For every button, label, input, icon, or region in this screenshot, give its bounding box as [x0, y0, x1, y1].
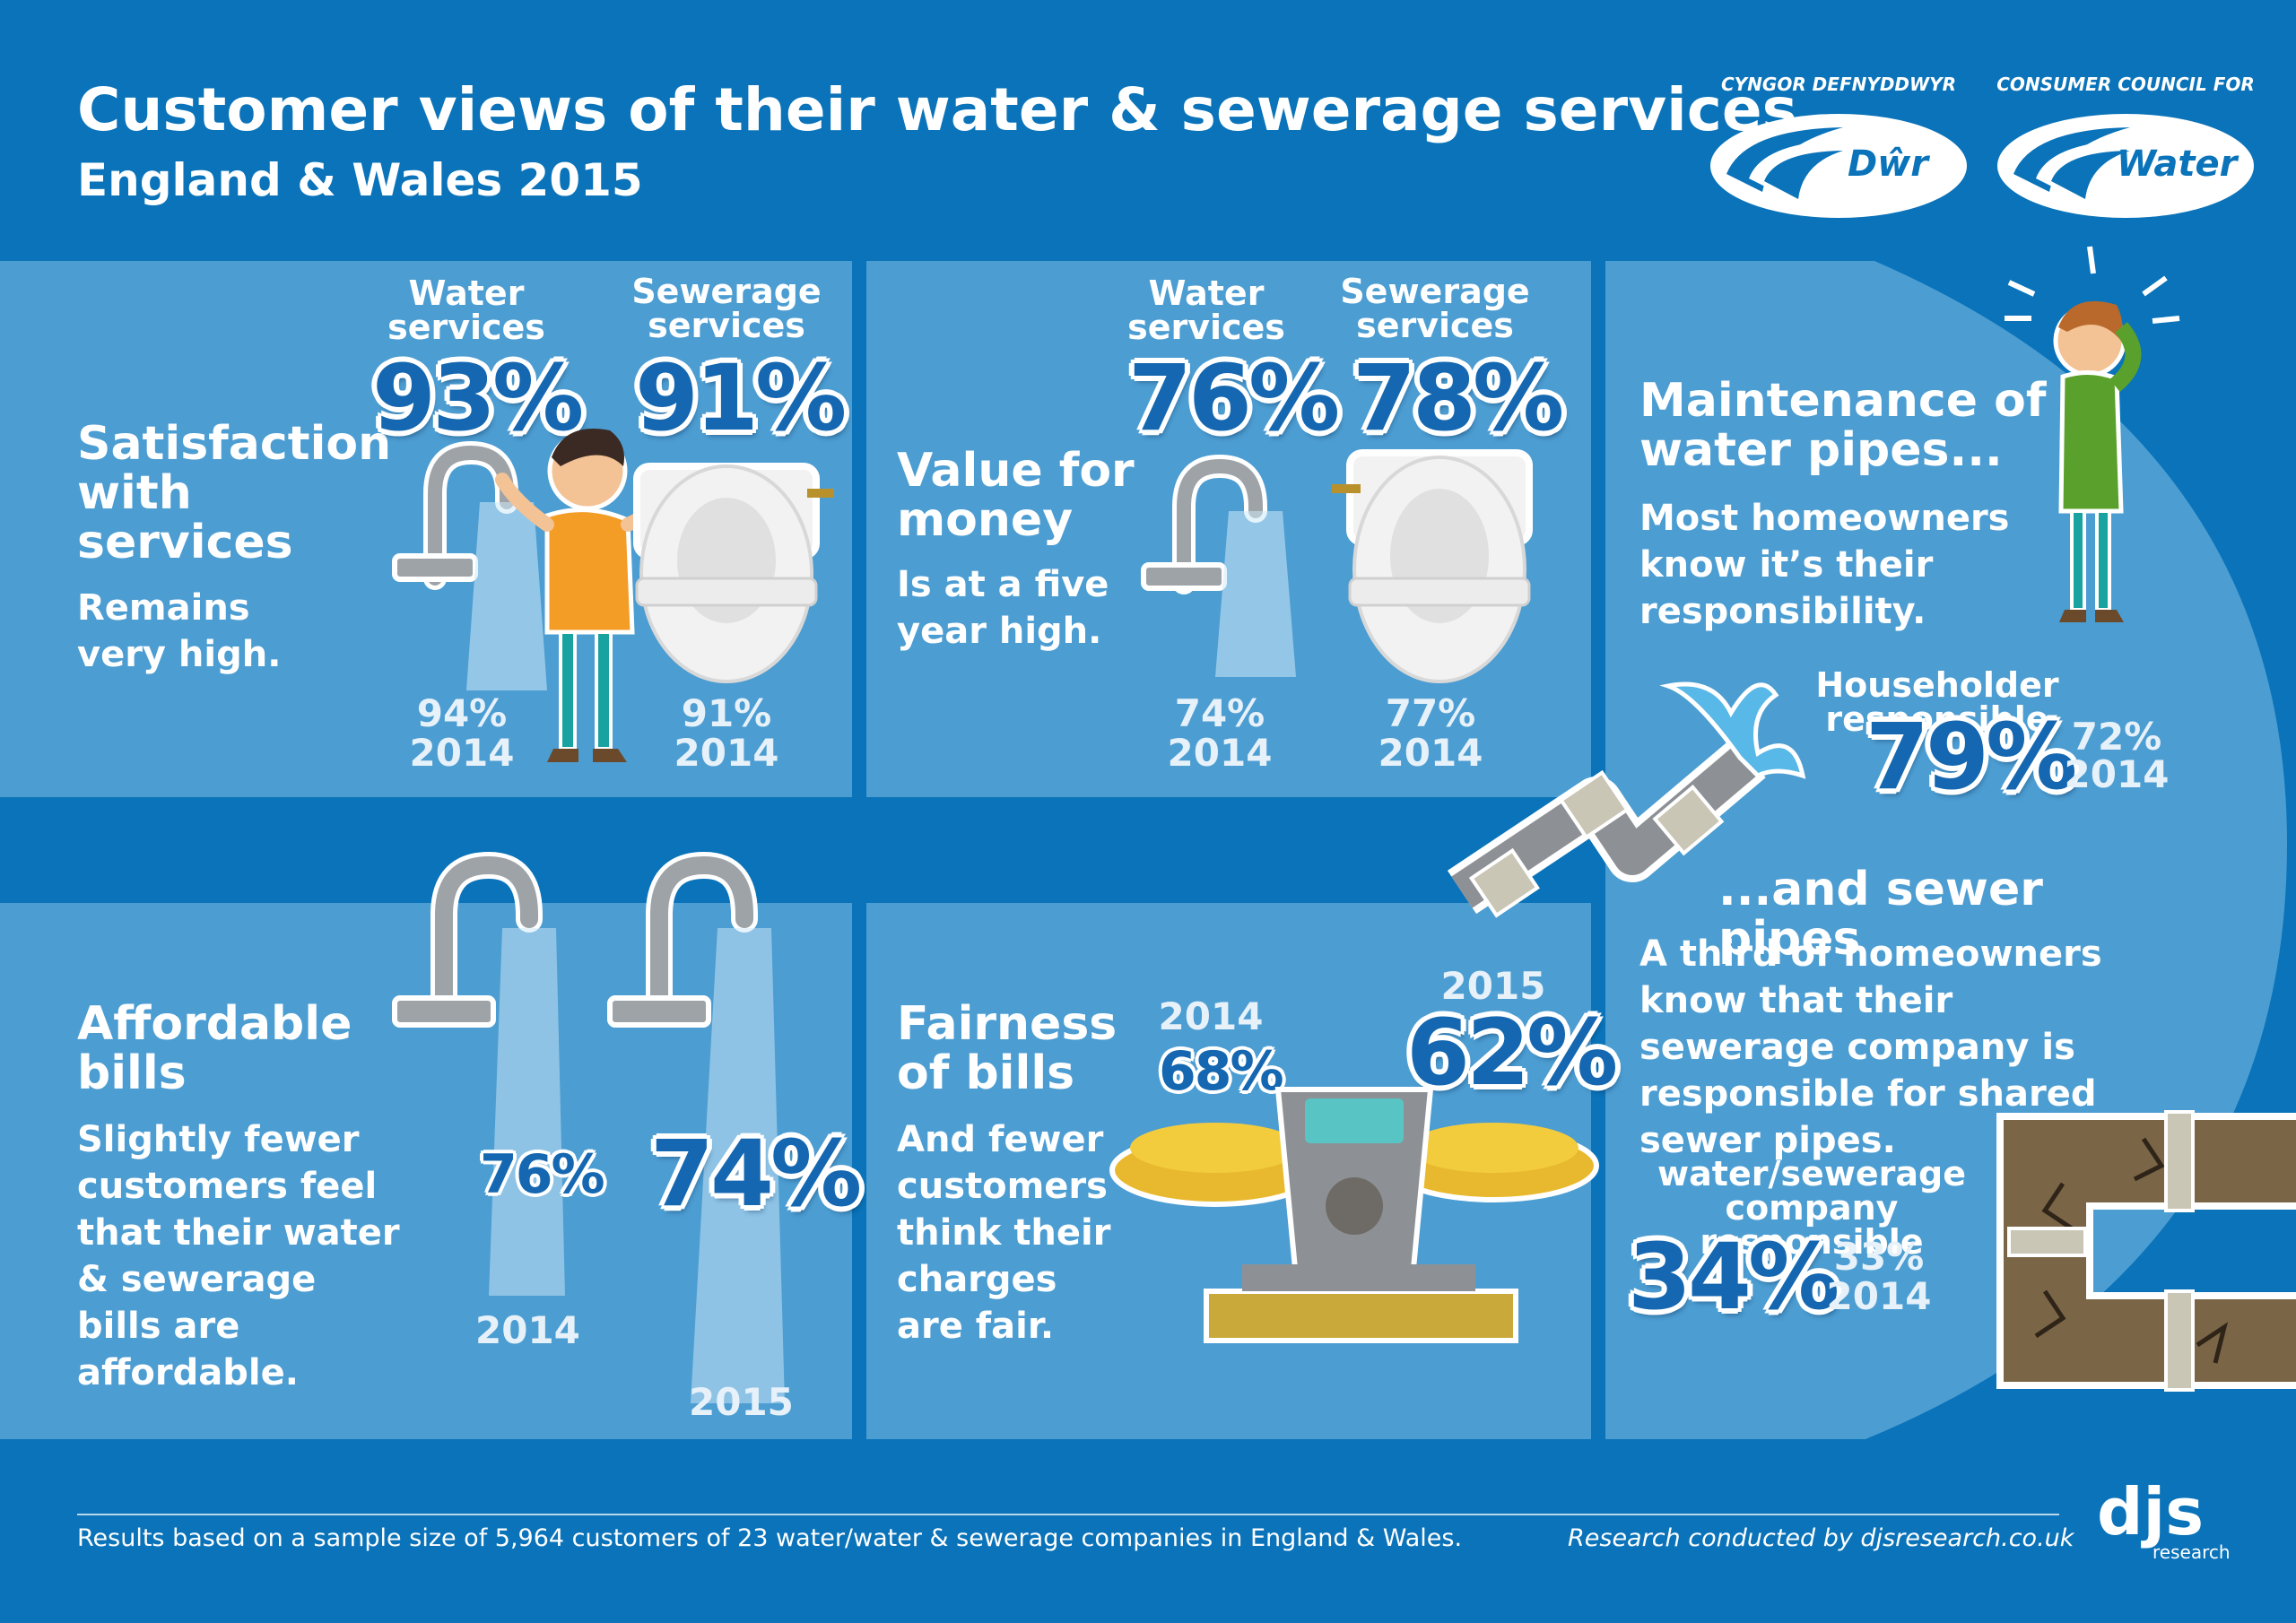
- affordable-year-2015: 2015: [689, 1380, 794, 1424]
- tap-icon: [607, 851, 785, 1403]
- satisfaction-body: Remains very high.: [77, 587, 282, 675]
- value-sewer-prev: 77%: [1385, 691, 1476, 735]
- fairness-value-2014: 68%: [1159, 1040, 1284, 1103]
- worried-person-icon: [2005, 246, 2180, 622]
- satisfaction-sewer-prev-year: 2014: [674, 731, 779, 775]
- satisfaction-sewer-label: Sewerage services: [631, 272, 822, 345]
- satisfaction-sewer-value: 91%: [635, 345, 847, 452]
- fairness-year-2015: 2015: [1440, 964, 1546, 1008]
- affordable-body: Slightly fewer customers feel that their…: [77, 1119, 400, 1393]
- footer-credit: Research conducted by djsresearch.co.uk: [1568, 1524, 2074, 1552]
- value-sewer-value: 78%: [1352, 345, 1564, 452]
- fairness-value-2015: 62%: [1406, 1000, 1618, 1107]
- affordable-year-2014: 2014: [475, 1308, 580, 1352]
- maintenance-body: Most homeowners know it’s their responsi…: [1639, 498, 2010, 632]
- logo-dwr-swoosh-icon: [1710, 114, 1967, 218]
- tap-icon: [392, 851, 565, 1296]
- sewer-stat-prev: 33%: [1833, 1235, 1925, 1279]
- djs-logo-sub: research: [2152, 1541, 2231, 1563]
- footer-divider: [77, 1514, 2059, 1515]
- satisfaction-water-prev: 94%: [416, 691, 508, 735]
- logo-ccwater-caption: CONSUMER COUNCIL FOR: [1996, 74, 2255, 95]
- logo-dwr-caption: CYNGOR DEFNYDDWYR: [1721, 74, 1956, 95]
- logo-dwr: CYNGOR DEFNYDDWYR Dŵr: [1709, 74, 1969, 226]
- page-title: Customer views of their water & sewerage…: [77, 75, 1797, 144]
- scales-icon: [1109, 1087, 1599, 1343]
- satisfaction-water-value: 93%: [372, 345, 584, 452]
- maintenance-stat-prev-year: 2014: [2064, 752, 2170, 796]
- value-water-value: 76%: [1128, 345, 1340, 452]
- maintenance-stat-prev: 72%: [2071, 715, 2162, 759]
- tap-icon: [1141, 454, 1296, 677]
- sewer-pipe-icon: [1996, 1110, 2296, 1392]
- value-water-prev: 74%: [1174, 691, 1265, 735]
- person-icon: [495, 429, 684, 762]
- affordable-heading: Affordable bills: [77, 997, 352, 1100]
- sewer-stat-prev-year: 2014: [1826, 1274, 1932, 1318]
- logo-ccwater-swoosh-icon: [1997, 114, 2254, 218]
- fairness-heading: Fairness of bills: [897, 997, 1118, 1100]
- sewer-stat-label: water/sewerage company responsible: [1657, 1154, 1966, 1262]
- affordable-value-2015: 74%: [650, 1121, 862, 1228]
- djs-logo: djs: [2097, 1474, 2205, 1549]
- toilet-icon: [1332, 449, 1533, 683]
- logo-dwr-word: Dŵr: [1848, 143, 1928, 185]
- value-water-prev-year: 2014: [1167, 731, 1273, 775]
- sewer-stat-value: 34%: [1628, 1224, 1839, 1331]
- maintenance-stat-value: 79%: [1866, 704, 2077, 811]
- satisfaction-water-label: Water services: [387, 273, 545, 347]
- fairness-year-2014: 2014: [1158, 994, 1264, 1038]
- maintenance-heading: Maintenance of water pipes...: [1639, 374, 2047, 477]
- burst-pipe-icon: [1447, 681, 1806, 918]
- fairness-body: And fewer customers think their charges …: [897, 1119, 1111, 1347]
- satisfaction-water-prev-year: 2014: [409, 731, 515, 775]
- logo-ccwater-word: Water: [2117, 143, 2238, 185]
- satisfaction-heading: Satisfaction with services: [77, 417, 392, 569]
- value-body: Is at a five year high.: [897, 564, 1109, 652]
- maintenance-stat-label: Householder responsible: [1815, 665, 2059, 739]
- value-sewer-prev-year: 2014: [1378, 731, 1483, 775]
- sewer-heading: ...and sewer pipes: [1718, 863, 2043, 966]
- sewer-body: A third of homeowners know that their se…: [1639, 933, 2102, 1161]
- affordable-value-2014: 76%: [480, 1143, 605, 1206]
- value-sewer-label: Sewerage services: [1340, 272, 1530, 345]
- value-heading: Value for money: [897, 444, 1135, 547]
- logo-ccwater: CONSUMER COUNCIL FOR Water: [1996, 74, 2256, 226]
- satisfaction-sewer-prev: 91%: [681, 691, 772, 735]
- value-water-label: Water services: [1127, 273, 1285, 347]
- toilet-icon: [633, 463, 834, 683]
- footer-note: Results based on a sample size of 5,964 …: [77, 1524, 1463, 1552]
- page-subtitle: England & Wales 2015: [77, 154, 643, 206]
